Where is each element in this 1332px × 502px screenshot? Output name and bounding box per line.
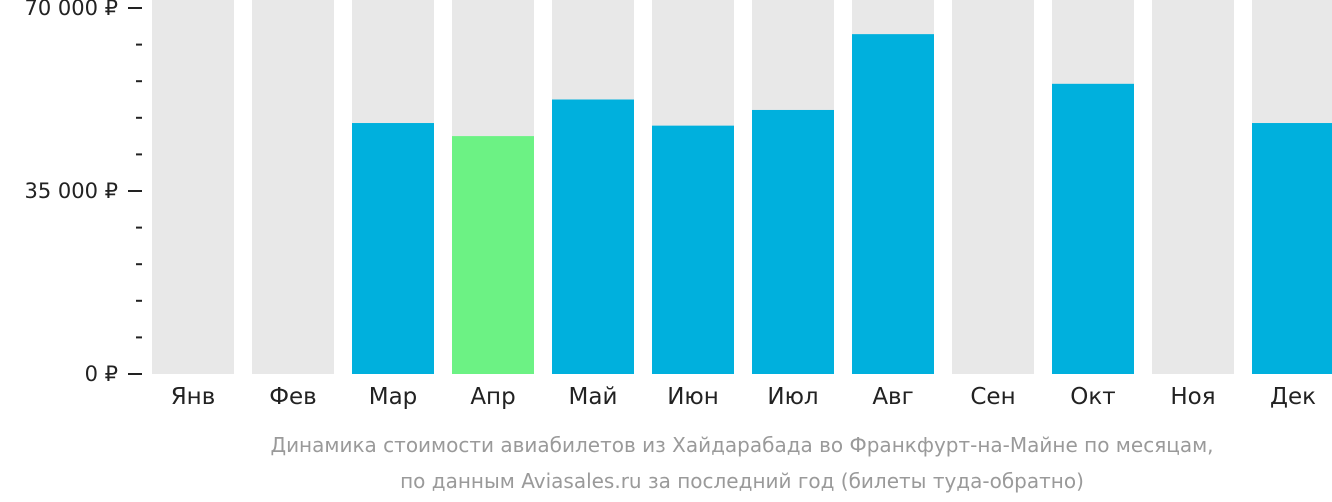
y-tick-label-2: 70 000 ₽: [24, 0, 118, 20]
background-bar-8: [952, 0, 1034, 374]
x-tick-label-2: Мар: [369, 384, 418, 410]
bar-11[interactable]: [1252, 123, 1332, 375]
background-bar-1: [252, 0, 334, 374]
bar-3[interactable]: [452, 136, 534, 374]
chart-caption-line-2: по данным Aviasales.ru за последний год …: [400, 469, 1084, 493]
x-tick-label-7: Авг: [872, 384, 913, 410]
bar-2[interactable]: [352, 123, 434, 375]
background-bar-10: [1152, 0, 1234, 374]
x-tick-label-9: Окт: [1070, 384, 1115, 410]
x-tick-label-11: Дек: [1270, 384, 1316, 410]
y-axis: 0 ₽ 35 000 ₽ 70 000 ₽: [24, 0, 142, 386]
x-tick-label-3: Апр: [470, 384, 515, 410]
x-tick-label-5: Июн: [667, 384, 719, 410]
y-tick-label-0: 0 ₽: [85, 362, 118, 386]
x-tick-label-1: Фев: [269, 384, 317, 410]
x-axis: Янв Фев Мар Апр Май Июн Июл Авг Сен Окт Ноя Дек: [171, 384, 1316, 410]
bar-9[interactable]: [1052, 83, 1134, 375]
bar-7[interactable]: [852, 34, 934, 375]
bar-6[interactable]: [752, 109, 834, 374]
x-tick-label-10: Ноя: [1170, 384, 1215, 410]
bar-5[interactable]: [652, 125, 734, 375]
chart-caption-line-1: Динамика стоимости авиабилетов из Хайдар…: [270, 433, 1213, 457]
data-bars: [352, 34, 1332, 375]
x-tick-label-8: Сен: [970, 384, 1015, 410]
y-tick-label-1: 35 000 ₽: [24, 179, 118, 203]
x-tick-label-0: Янв: [171, 384, 216, 410]
x-tick-label-4: Май: [569, 384, 618, 410]
background-bar-0: [152, 0, 234, 374]
bar-4[interactable]: [552, 99, 634, 375]
background-bars: [152, 0, 1332, 374]
x-tick-label-6: Июл: [767, 384, 818, 410]
